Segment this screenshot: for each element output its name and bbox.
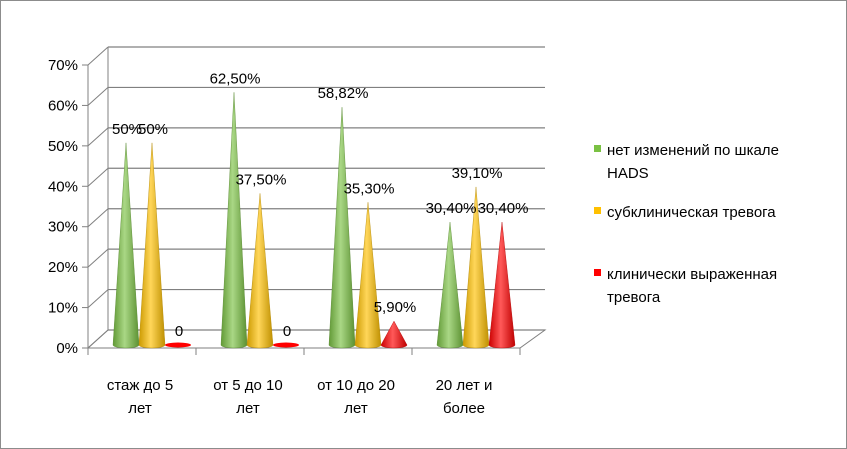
legend-label: HADS xyxy=(607,165,649,182)
legend-swatch xyxy=(594,269,601,276)
legend-swatch xyxy=(594,145,601,152)
cone-mark xyxy=(328,107,356,349)
data-label: 58,82% xyxy=(318,85,369,102)
x-tick-label: более xyxy=(443,400,485,417)
y-tick-label: 40% xyxy=(48,178,78,195)
x-tick-label: лет xyxy=(236,400,260,417)
x-tick-label: лет xyxy=(344,400,368,417)
cone-mark xyxy=(220,92,248,349)
y-tick-label: 50% xyxy=(48,138,78,155)
cone-mark-zero xyxy=(165,342,191,348)
legend-label: нет изменений по шкале xyxy=(607,142,779,159)
cone-mark xyxy=(436,222,464,349)
cone-mark-zero xyxy=(273,342,299,348)
cone-mark xyxy=(488,222,516,349)
cone-mark xyxy=(138,142,166,349)
data-cones xyxy=(112,92,516,349)
data-label: 0 xyxy=(175,323,183,340)
y-tick-label: 30% xyxy=(48,219,78,236)
y-tick-label: 70% xyxy=(48,57,78,74)
data-label: 35,30% xyxy=(344,180,395,197)
cone-mark xyxy=(246,193,274,349)
gridline-side xyxy=(87,289,109,308)
legend-swatch xyxy=(594,207,601,214)
x-tick-label: лет xyxy=(128,400,152,417)
data-label: 0 xyxy=(283,323,291,340)
y-tick-label: 60% xyxy=(48,97,78,114)
legend-label: тревога xyxy=(607,289,661,306)
y-tick-label: 0% xyxy=(56,340,78,357)
gridline-side xyxy=(87,329,109,349)
data-label: 37,50% xyxy=(236,171,287,188)
gridline-side xyxy=(87,87,109,106)
cone-mark xyxy=(112,142,140,349)
legend-label: клинически выраженная xyxy=(607,266,777,283)
gridline-side xyxy=(87,46,109,66)
data-label: 50% xyxy=(112,121,142,138)
gridline-side xyxy=(87,127,109,147)
data-label: 50% xyxy=(138,121,168,138)
gridline-side xyxy=(87,248,109,268)
data-label: 30,40% xyxy=(478,200,529,217)
legend-label: субклиническая тревога xyxy=(607,204,776,221)
data-label: 62,50% xyxy=(210,70,261,87)
y-axis: 0% 10% 20% 30% 40% 50% 60% 70% xyxy=(48,57,89,357)
x-axis: стаж до 5 лет от 5 до 10 лет от 10 до 20 лет 2… xyxy=(87,348,521,417)
x-tick-label: от 5 до 10 xyxy=(213,377,283,394)
data-label: 30,40% xyxy=(426,200,477,217)
data-label: 39,10% xyxy=(452,165,503,182)
data-label: 5,90% xyxy=(374,299,417,316)
y-tick-label: 10% xyxy=(48,300,78,317)
cone-mark xyxy=(380,320,408,349)
x-tick-label: стаж до 5 xyxy=(107,377,173,394)
cone-mark xyxy=(354,202,382,349)
gridline-side xyxy=(87,208,109,228)
y-tick-label: 20% xyxy=(48,259,78,276)
legend: нет изменений по шкале HADS субклиническая… xyxy=(594,142,779,306)
data-labels: 50%50% 0 62,50% 37,50% 0 58,82% 35,30% 5,90% 30,… xyxy=(112,70,528,340)
x-tick-label: от 10 до 20 xyxy=(317,377,395,394)
gridline-side xyxy=(87,167,109,187)
x-tick-label: 20 лет и xyxy=(436,377,493,394)
